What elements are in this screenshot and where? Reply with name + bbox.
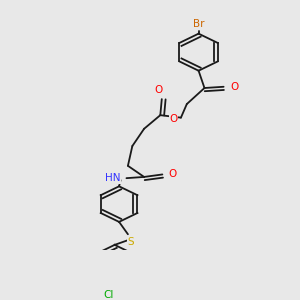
Text: O: O bbox=[169, 114, 177, 124]
Text: Cl: Cl bbox=[103, 290, 114, 300]
Text: HN: HN bbox=[105, 173, 121, 183]
Text: O: O bbox=[169, 169, 177, 179]
Text: O: O bbox=[155, 85, 163, 95]
Text: O: O bbox=[230, 82, 238, 92]
Text: S: S bbox=[128, 237, 134, 247]
Text: Br: Br bbox=[193, 19, 204, 29]
